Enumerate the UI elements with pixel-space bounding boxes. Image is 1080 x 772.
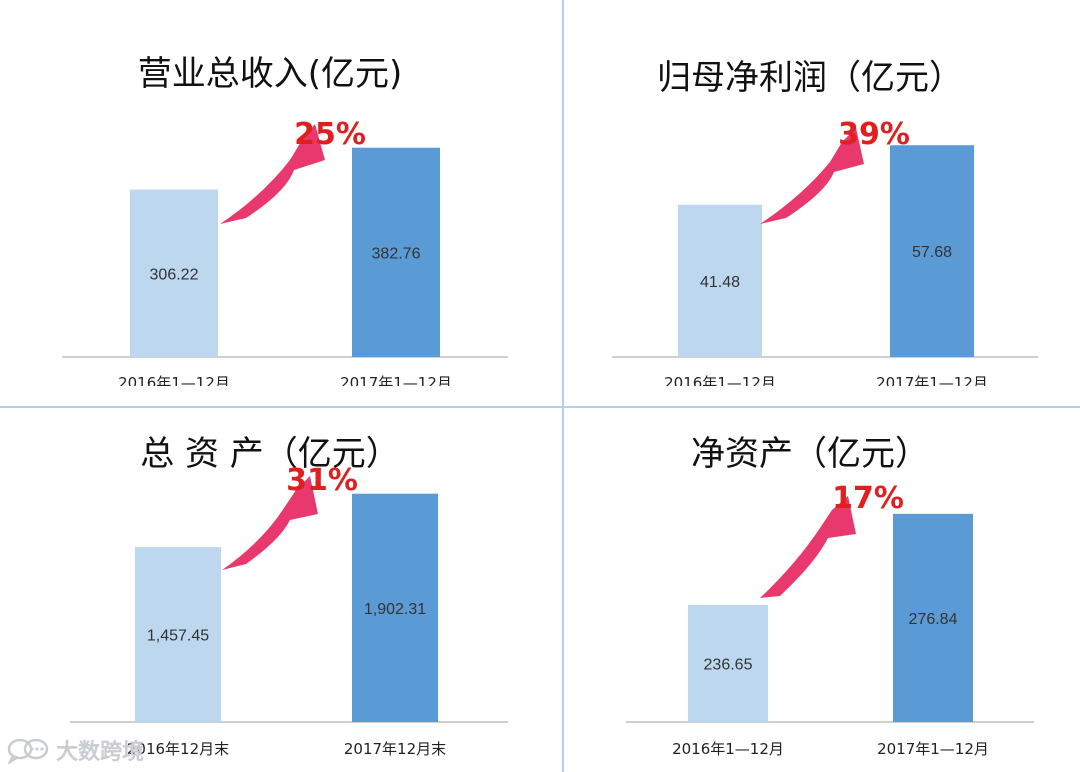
chart-svg: 1,457.45 2016年12月末 1,902.31 2017年12月末 31% [70, 463, 508, 758]
watermark-text: 大数跨境 [56, 740, 145, 765]
bar [352, 147, 440, 357]
category-label: 2017年1—12月 [876, 374, 988, 386]
vertical-divider [562, 0, 564, 772]
revenue-chart-panel: 营业总收入(亿元) 306.22 2016年1—12月 382.76 2017年1—1… [0, 0, 540, 386]
chart-svg: 41.48 2016年1—12月 57.68 2017年1—12月 39% [612, 117, 1038, 386]
category-label: 2016年1—12月 [118, 374, 230, 386]
data-label: 41.48 [700, 274, 740, 291]
growth-label: 17% [832, 481, 904, 516]
data-label: 382.76 [372, 245, 421, 262]
category-label: 2016年12月末 [127, 740, 229, 758]
category-label: 2017年12月末 [344, 740, 446, 758]
chart-title: 营业总收入(亿元) [137, 54, 403, 94]
bar [352, 493, 438, 722]
chart-svg: 306.22 2016年1—12月 382.76 2017年1—12月 25% [62, 117, 508, 386]
chart-title: 净资产（亿元） [691, 434, 929, 474]
growth-arrow-icon [222, 476, 318, 570]
bar [678, 204, 762, 357]
growth-label: 31% [286, 463, 358, 498]
growth-arrow-icon [760, 128, 864, 224]
net-profit-chart-panel: 归母净利润（亿元） 41.48 2016年1—12月 57.68 2017年1—12月… [540, 0, 1080, 386]
bar [130, 189, 218, 357]
bar [688, 604, 768, 722]
growth-label: 25% [294, 117, 366, 152]
category-label: 2016年1—12月 [672, 740, 784, 758]
total-assets-chart-panel: 总 资 产（亿元） 1,457.45 2016年12月末 1,902.31 2017年… [0, 386, 540, 772]
growth-label: 39% [838, 117, 910, 152]
data-label: 276.84 [909, 611, 958, 628]
horizontal-divider [0, 406, 1080, 408]
bar [135, 547, 221, 722]
category-label: 2017年1—12月 [340, 374, 452, 386]
category-label: 2017年1—12月 [877, 740, 989, 758]
bar [890, 145, 974, 357]
net-assets-chart-panel: 净资产（亿元） 236.65 2016年1—12月 276.84 2017年1—12月… [540, 386, 1080, 772]
chart-title: 归母净利润（亿元） [657, 58, 963, 98]
data-label: 236.65 [704, 656, 753, 673]
data-label: 306.22 [150, 266, 199, 283]
data-label: 1,457.45 [147, 628, 209, 645]
chart-title: 总 资 产（亿元） [140, 434, 400, 474]
chart-svg: 236.65 2016年1—12月 276.84 2017年1—12月 17% [626, 481, 1034, 758]
bar [893, 513, 973, 722]
data-label: 57.68 [912, 244, 952, 261]
chat-bubble-logo-icon [7, 738, 49, 764]
growth-arrow-icon [220, 124, 325, 224]
category-label: 2016年1—12月 [664, 374, 776, 386]
data-label: 1,902.31 [364, 601, 426, 618]
watermark: 大数跨境 [6, 734, 144, 766]
growth-arrow-icon [760, 496, 856, 598]
